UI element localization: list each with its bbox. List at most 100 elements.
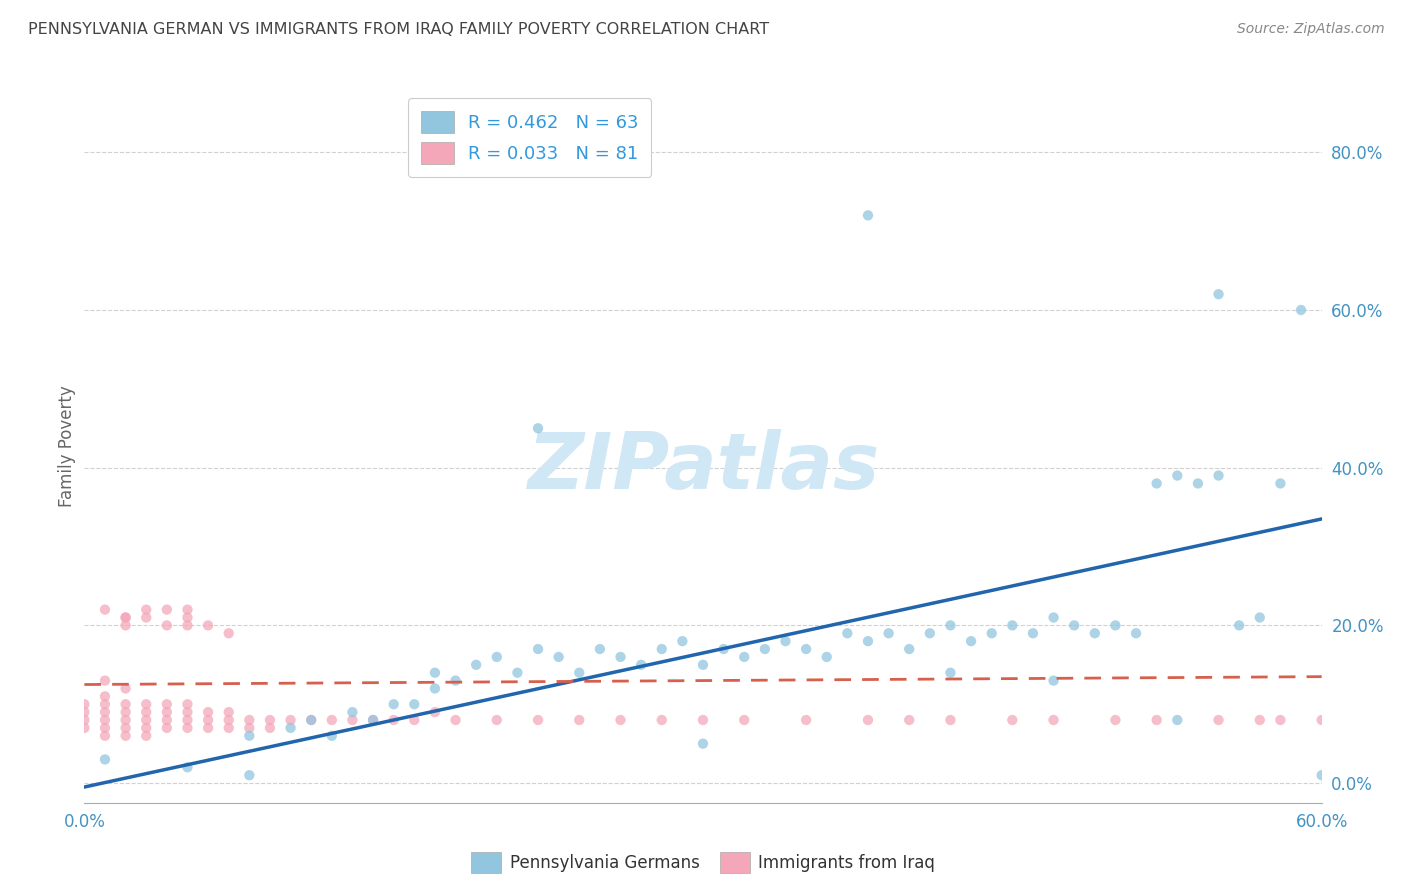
Point: [1310, 768, 1333, 782]
Point: [589, 642, 612, 657]
Point: [259, 721, 281, 735]
Point: [94, 705, 117, 719]
Point: [547, 649, 569, 664]
Point: [382, 698, 405, 712]
Point: [238, 721, 260, 735]
Point: [1208, 713, 1230, 727]
Point: [238, 729, 260, 743]
Point: [465, 657, 488, 672]
Point: [114, 721, 136, 735]
Point: [135, 729, 157, 743]
Point: [135, 721, 157, 735]
Point: [485, 649, 508, 664]
Point: [609, 713, 631, 727]
Point: [423, 665, 446, 680]
Point: [73, 705, 96, 719]
Point: [1270, 476, 1292, 491]
Point: [299, 713, 322, 727]
Point: [733, 713, 755, 727]
Point: [342, 713, 364, 727]
Point: [713, 642, 735, 657]
Point: [794, 642, 817, 657]
Point: [218, 626, 240, 640]
Point: [568, 713, 591, 727]
Point: [176, 705, 198, 719]
Point: [527, 421, 550, 435]
Point: [156, 705, 179, 719]
Point: [361, 713, 384, 727]
Point: [1146, 476, 1168, 491]
Point: [980, 626, 1002, 640]
Point: [754, 642, 776, 657]
Point: [877, 626, 900, 640]
Point: [856, 208, 879, 222]
Point: [280, 713, 302, 727]
Point: [898, 642, 921, 657]
Point: [1310, 713, 1333, 727]
Legend: R = 0.462   N = 63, R = 0.033   N = 81: R = 0.462 N = 63, R = 0.033 N = 81: [408, 98, 651, 177]
Point: [423, 705, 446, 719]
Point: [238, 768, 260, 782]
Point: [609, 649, 631, 664]
Point: [176, 610, 198, 624]
Point: [1166, 468, 1188, 483]
Point: [73, 698, 96, 712]
Point: [939, 618, 962, 632]
Point: [1001, 713, 1024, 727]
Text: ZIPatlas: ZIPatlas: [527, 429, 879, 506]
Point: [1227, 618, 1250, 632]
Point: [692, 713, 714, 727]
Point: [671, 634, 693, 648]
Point: [856, 634, 879, 648]
Point: [114, 729, 136, 743]
Point: [156, 602, 179, 616]
Point: [135, 705, 157, 719]
Point: [444, 713, 467, 727]
Point: [94, 690, 117, 704]
Point: [775, 634, 797, 648]
Point: [404, 713, 426, 727]
Point: [1042, 673, 1064, 688]
Point: [1289, 303, 1312, 318]
Point: [342, 705, 364, 719]
Point: [197, 618, 219, 632]
Point: [135, 602, 157, 616]
Point: [94, 752, 117, 766]
Point: [114, 713, 136, 727]
Point: [692, 737, 714, 751]
Point: [1249, 610, 1271, 624]
Point: [94, 602, 117, 616]
Point: [156, 618, 179, 632]
Point: [361, 713, 384, 727]
Point: [651, 713, 673, 727]
Point: [176, 721, 198, 735]
Point: [218, 713, 240, 727]
Point: [114, 610, 136, 624]
Point: [114, 618, 136, 632]
Point: [1146, 713, 1168, 727]
Point: [114, 698, 136, 712]
Legend: Pennsylvania Germans, Immigrants from Iraq: Pennsylvania Germans, Immigrants from Ir…: [464, 846, 942, 880]
Point: [1104, 618, 1126, 632]
Point: [1166, 713, 1188, 727]
Point: [1270, 713, 1292, 727]
Point: [94, 729, 117, 743]
Point: [73, 713, 96, 727]
Point: [1063, 618, 1085, 632]
Point: [939, 665, 962, 680]
Point: [1208, 287, 1230, 301]
Point: [404, 698, 426, 712]
Point: [218, 705, 240, 719]
Point: [1001, 618, 1024, 632]
Point: [815, 649, 838, 664]
Point: [1042, 713, 1064, 727]
Point: [1084, 626, 1107, 640]
Point: [114, 705, 136, 719]
Point: [321, 729, 343, 743]
Point: [218, 721, 240, 735]
Point: [444, 673, 467, 688]
Point: [197, 721, 219, 735]
Point: [176, 713, 198, 727]
Point: [135, 713, 157, 727]
Point: [1042, 610, 1064, 624]
